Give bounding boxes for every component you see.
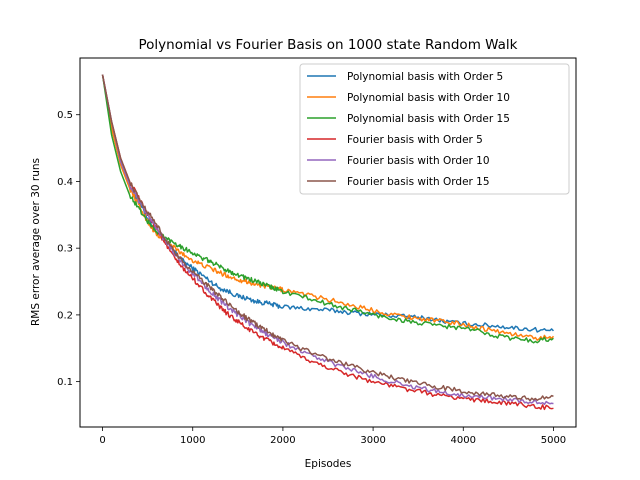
x-tick-label: 3000 — [360, 435, 385, 446]
y-tick-label: 0.4 — [57, 177, 73, 188]
legend-label-1: Polynomial basis with Order 5 — [347, 71, 503, 83]
legend-label-3: Polynomial basis with Order 15 — [347, 113, 510, 125]
plot-frame — [79, 57, 577, 428]
legend: Polynomial basis with Order 5 Polynomial … — [299, 63, 570, 195]
series-line-5 — [101, 74, 554, 406]
chart-title: Polynomial vs Fourier Basis on 1000 stat… — [139, 37, 518, 53]
legend-box — [299, 63, 570, 195]
y-tick-label: 0.1 — [57, 377, 73, 388]
x-tick-label: 4000 — [451, 435, 476, 446]
legend-label-2: Polynomial basis with Order 10 — [347, 92, 510, 104]
x-tick-label: 1000 — [180, 435, 205, 446]
legend-label-5: Fourier basis with Order 10 — [347, 155, 490, 167]
legend-label-6: Fourier basis with Order 15 — [347, 176, 490, 188]
series-lines — [101, 74, 555, 411]
y-axis: 0.1 0.2 0.3 0.4 0.5 — [57, 110, 80, 388]
series-line-6 — [101, 74, 554, 402]
x-tick-label: 0 — [99, 435, 105, 446]
y-tick-label: 0.2 — [57, 310, 73, 321]
x-tick-label: 2000 — [270, 435, 295, 446]
legend-label-4: Fourier basis with Order 5 — [347, 134, 483, 146]
x-tick-label: 5000 — [541, 435, 566, 446]
y-tick-label: 0.5 — [57, 110, 73, 121]
series-line-3 — [101, 74, 554, 344]
x-axis: 0 1000 2000 3000 4000 5000 — [99, 427, 566, 446]
y-tick-label: 0.3 — [57, 244, 73, 255]
y-axis-title: RMS error average over 30 runs — [30, 158, 42, 326]
x-axis-title: Episodes — [305, 458, 352, 470]
